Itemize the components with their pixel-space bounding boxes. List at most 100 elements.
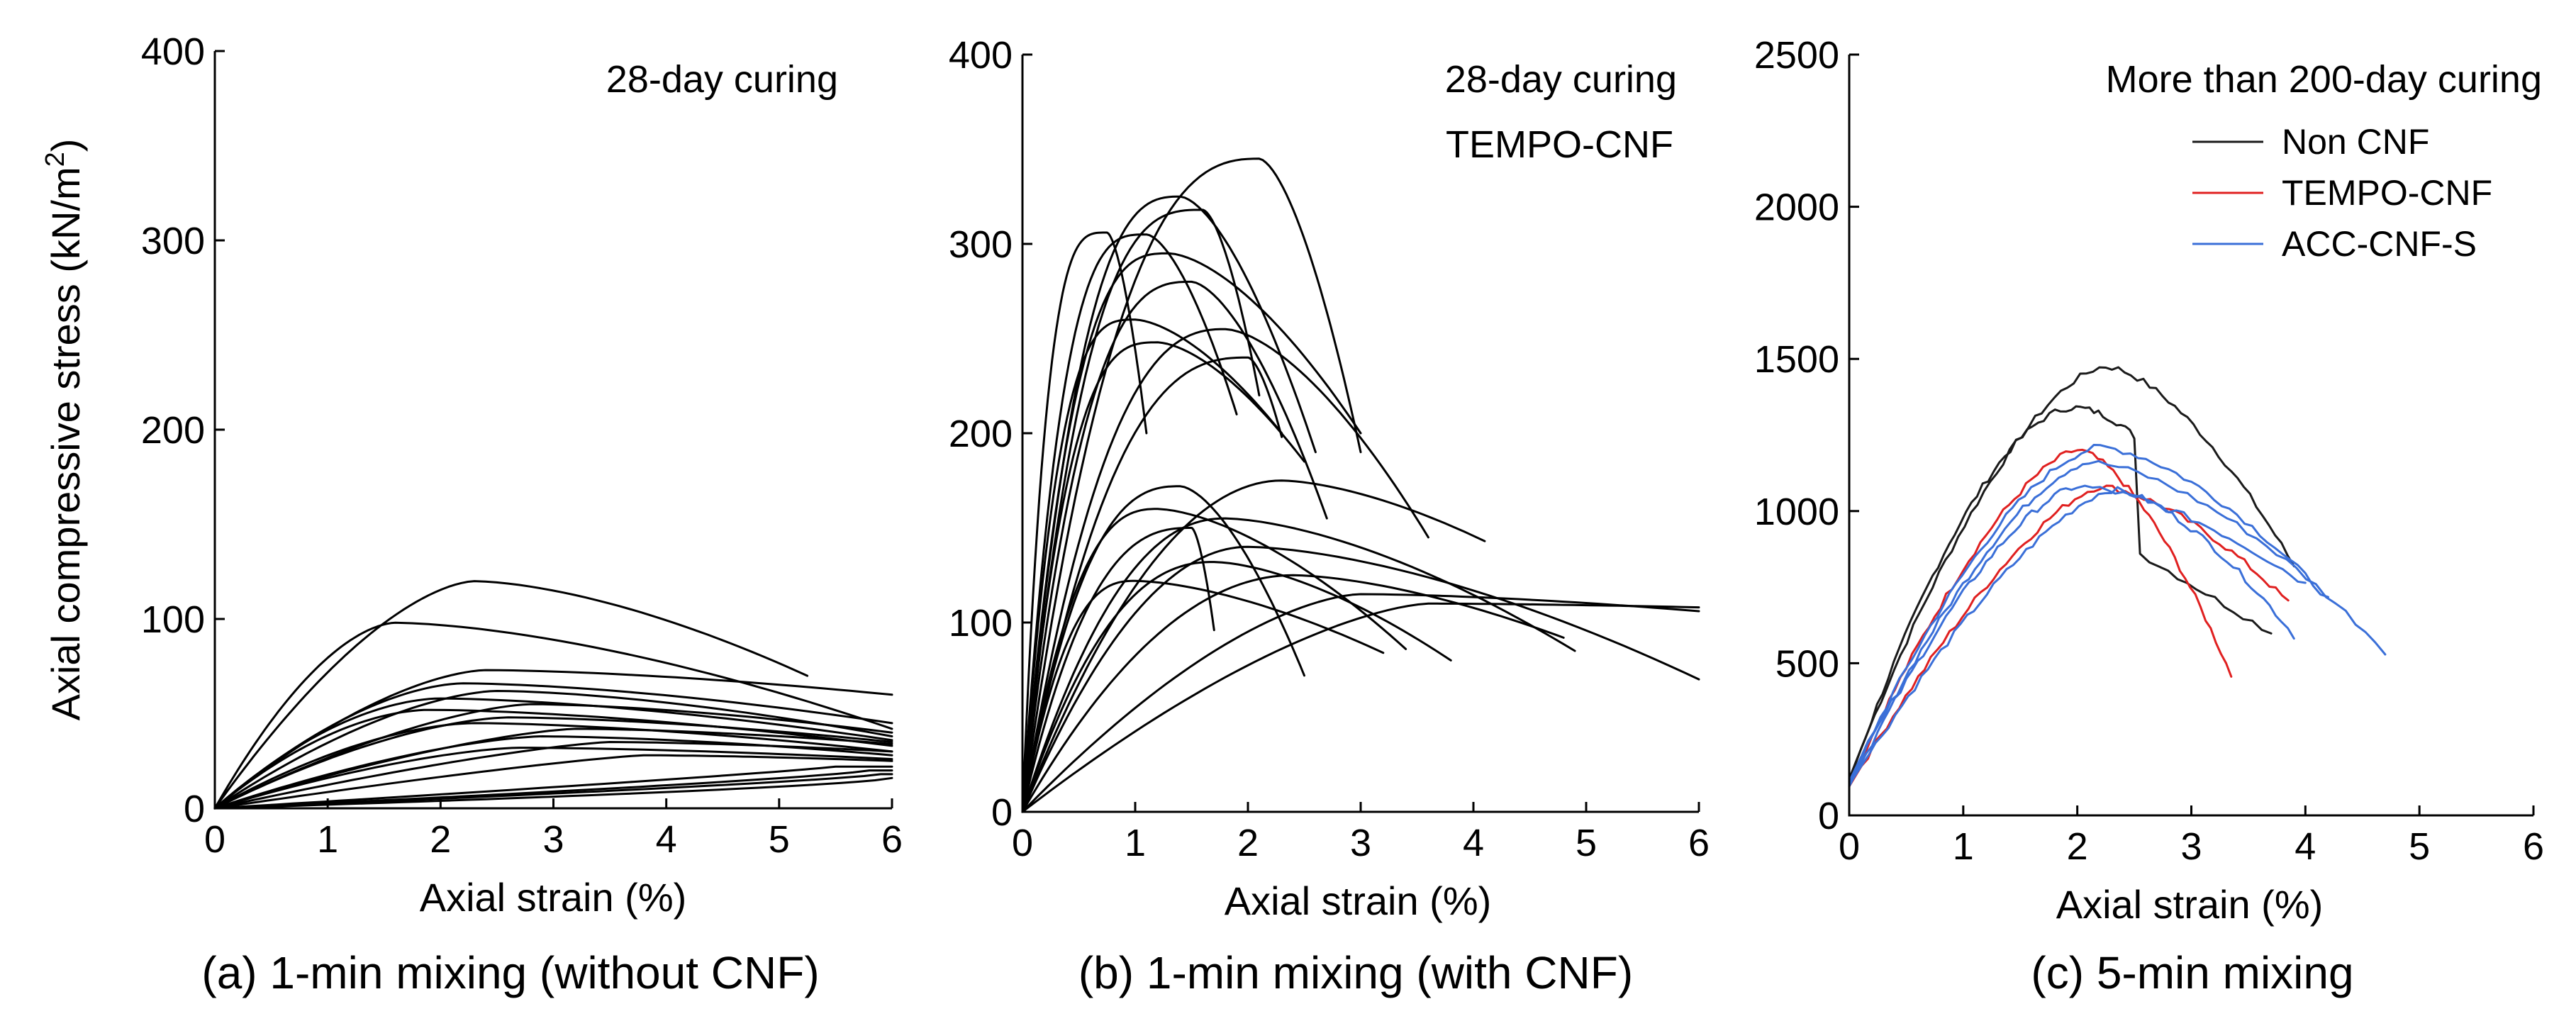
y-tick-label: 0 — [184, 788, 205, 830]
y-tick-label: 300 — [949, 223, 1013, 266]
y-tick-label: 200 — [949, 413, 1013, 455]
panel-a-caption: (a) 1-min mixing (without CNF) — [201, 947, 819, 998]
y-tick-label: 1500 — [1754, 338, 1839, 381]
x-tick-label: 6 — [2523, 825, 2544, 868]
panel-b: 0 1 2 3 4 5 6 0 100 200 300 400 28-day curing TEMPO… — [949, 34, 1710, 998]
x-tick-label: 2 — [2067, 825, 2088, 868]
x-tick-label: 2 — [430, 818, 451, 861]
y-tick-label: 300 — [141, 220, 205, 262]
stress-strain-curve — [1021, 231, 1148, 813]
x-tick-label: 3 — [542, 818, 564, 861]
curve-acc-cnf-s — [1848, 444, 2329, 783]
panel-a-xlabel: Axial strain (%) — [420, 875, 687, 920]
x-tick-label: 0 — [204, 818, 225, 861]
stress-strain-curve — [213, 754, 893, 810]
panel-c-caption: (c) 5-min mixing — [2031, 947, 2353, 998]
x-tick-label: 3 — [1350, 822, 1371, 864]
stress-strain-curve — [1021, 157, 1362, 813]
panel-c-curves — [1848, 366, 2387, 788]
ylabel-superscript: 2 — [40, 152, 70, 167]
stress-strain-curve — [213, 690, 893, 810]
stress-strain-curve — [1021, 233, 1238, 813]
y-tick-label: 1000 — [1754, 491, 1839, 533]
stress-strain-curve — [213, 765, 893, 810]
ylabel-text: Axial compressive stress (kN/m — [43, 167, 88, 720]
stress-strain-curve — [213, 727, 893, 810]
x-tick-label: 5 — [1576, 822, 1597, 864]
curve-non-cnf — [1848, 366, 2295, 780]
stress-strain-curve — [213, 747, 893, 810]
panel-c-axes — [1848, 55, 2533, 817]
x-tick-label: 1 — [1953, 825, 1974, 868]
x-tick-label: 0 — [1012, 822, 1033, 864]
x-tick-label: 6 — [1688, 822, 1710, 864]
panel-a-axes — [213, 51, 892, 810]
curve-acc-cnf-s — [1848, 484, 2307, 788]
stress-strain-curve — [1021, 318, 1283, 813]
y-tick-label: 0 — [991, 791, 1013, 834]
stress-strain-curve — [1021, 252, 1362, 813]
stress-strain-curve — [1021, 602, 1700, 813]
curve-non-cnf — [1848, 405, 2273, 783]
x-tick-label: 5 — [2409, 825, 2430, 868]
curve-acc-cnf-s — [1848, 486, 2295, 786]
y-tick-label: 2500 — [1754, 34, 1839, 77]
stress-strain-curve — [1021, 579, 1385, 813]
stress-strain-curve — [1021, 479, 1486, 813]
stress-strain-curve — [1021, 328, 1429, 813]
panel-b-curves — [1021, 157, 1700, 813]
panel-c-ticks: 0 1 2 3 4 5 6 0 500 1000 1500 2000 2500 — [1754, 34, 2544, 868]
stress-strain-curve — [1021, 593, 1700, 813]
stress-strain-curve — [213, 769, 893, 810]
panel-a-annotation: 28-day curing — [606, 58, 838, 101]
x-tick-label: 5 — [769, 818, 790, 861]
panel-a-ylabel: Axial compressive stress (kN/m2) — [40, 139, 88, 721]
x-tick-label: 4 — [656, 818, 677, 861]
panel-b-axes — [1021, 55, 1699, 813]
y-tick-label: 500 — [1775, 642, 1839, 685]
x-tick-label: 4 — [2295, 825, 2316, 868]
stress-strain-curve — [213, 580, 809, 810]
panel-b-xlabel: Axial strain (%) — [1225, 878, 1492, 923]
panel-b-ticks: 0 1 2 3 4 5 6 0 100 200 300 400 — [949, 34, 1710, 864]
stress-strain-curve — [1021, 517, 1576, 813]
stress-strain-curve — [213, 697, 893, 810]
stress-strain-curve — [213, 621, 893, 810]
stress-strain-curve — [1021, 341, 1305, 813]
panel-b-annotation2: TEMPO-CNF — [1446, 123, 1673, 166]
stress-strain-curve — [213, 773, 893, 810]
stress-strain-curve — [1021, 545, 1700, 813]
stress-strain-curve — [1021, 485, 1305, 813]
panel-b-caption: (b) 1-min mixing (with CNF) — [1078, 947, 1633, 998]
stress-strain-curve — [1021, 280, 1328, 813]
panel-c: 0 1 2 3 4 5 6 0 500 1000 1500 2000 2500 More than 20… — [1754, 34, 2544, 998]
stress-strain-curve — [1021, 527, 1215, 813]
stress-strain-curve — [213, 741, 893, 810]
y-tick-label: 200 — [141, 409, 205, 452]
stress-strain-curve — [1021, 561, 1452, 813]
stress-strain-curve — [213, 716, 893, 810]
panel-a-curves — [213, 580, 893, 810]
panel-c-xlabel: Axial strain (%) — [2056, 882, 2324, 927]
x-tick-label: 4 — [1463, 822, 1484, 864]
panel-c-annotation: More than 200-day curing — [2106, 58, 2542, 101]
legend-label-tempo-cnf: TEMPO-CNF — [2282, 173, 2492, 213]
stress-strain-curve — [1021, 356, 1283, 813]
x-tick-label: 1 — [1125, 822, 1146, 864]
curve-tempo-cnf — [1848, 484, 2290, 788]
x-tick-label: 1 — [317, 818, 338, 861]
stress-strain-curve — [213, 722, 893, 810]
x-tick-label: 3 — [2180, 825, 2202, 868]
x-tick-label: 0 — [1839, 825, 1860, 868]
y-tick-label: 400 — [949, 34, 1013, 77]
curve-acc-cnf-s — [1848, 459, 2387, 785]
panel-a-ticks: 0 1 2 3 4 5 6 0 100 200 300 400 — [141, 30, 903, 861]
y-tick-label: 400 — [141, 30, 205, 73]
x-tick-label: 6 — [881, 818, 903, 861]
y-tick-label: 100 — [141, 598, 205, 641]
y-tick-label: 2000 — [1754, 186, 1839, 229]
stress-strain-curve — [1021, 208, 1261, 813]
panel-b-annotation: 28-day curing — [1445, 58, 1677, 101]
curve-tempo-cnf — [1848, 448, 2233, 786]
